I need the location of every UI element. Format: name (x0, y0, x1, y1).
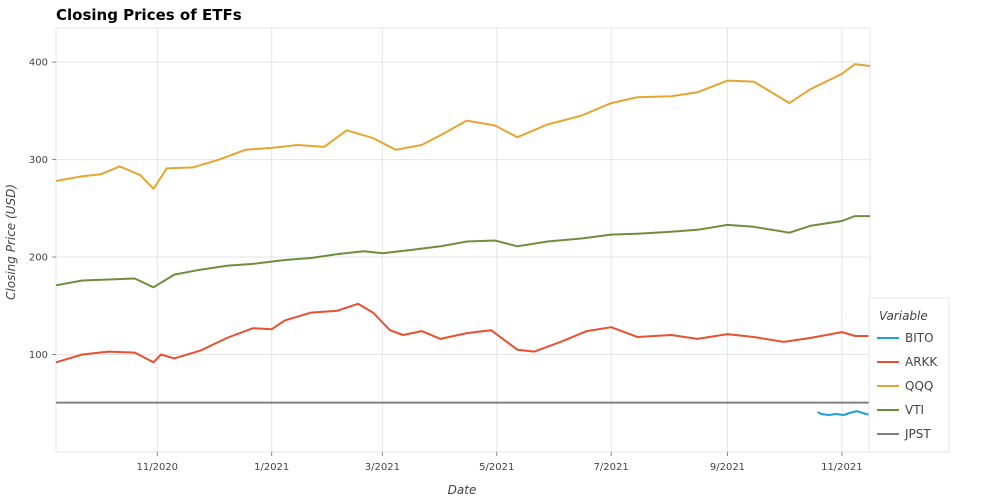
x-tick-label: 3/2021 (365, 462, 400, 473)
x-tick-label: 1/2021 (254, 462, 289, 473)
series-line-qqq (55, 63, 871, 190)
x-tick-label: 5/2021 (479, 462, 514, 473)
x-tick-label: 11/2020 (137, 462, 179, 473)
axis-ticks: 100 200 300 400 11/2020 1/2021 3/2021 5/2021 7/2… (29, 58, 863, 473)
legend-label-jpst: JPST (904, 427, 931, 441)
legend: Variable BITO ARKK QQQ VTI JPST (868, 297, 950, 453)
x-axis-label: Date (448, 483, 477, 497)
legend-label-qqq: QQQ (905, 379, 933, 393)
chart-title: Closing Prices of ETFs (56, 6, 242, 24)
legend-label-vti: VTI (905, 403, 924, 417)
series-line-vti (55, 215, 870, 289)
legend-label-bito: BITO (905, 331, 934, 345)
plot-frame (55, 27, 871, 453)
x-tick-label: 11/2021 (821, 462, 863, 473)
x-tick-label: 7/2021 (594, 462, 629, 473)
grid-lines (55, 27, 871, 453)
y-tick-label: 100 (29, 350, 48, 361)
y-tick-label: 200 (29, 253, 48, 264)
y-tick-label: 400 (29, 58, 48, 69)
series-line-arkk (55, 302, 870, 364)
legend-box (868, 297, 950, 453)
y-tick-label: 300 (29, 155, 48, 166)
legend-title: Variable (879, 309, 928, 323)
legend-label-arkk: ARKK (905, 355, 938, 369)
series-lines (55, 63, 871, 416)
series-line-bito (817, 410, 871, 416)
y-axis-label: Closing Price (USD) (4, 184, 18, 300)
x-tick-label: 9/2021 (710, 462, 745, 473)
